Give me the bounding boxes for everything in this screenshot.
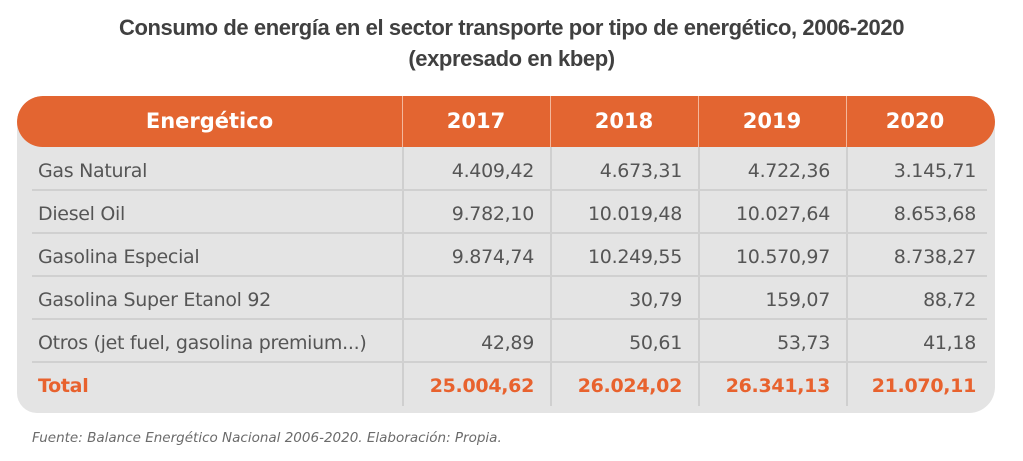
cell-2018: 4.673,31 bbox=[599, 160, 683, 182]
row-separator bbox=[32, 232, 987, 234]
cell-2019: 10.570,97 bbox=[736, 246, 830, 268]
table-row: Otros (jet fuel, gasolina premium...) 42… bbox=[17, 320, 995, 363]
cell-2017 bbox=[402, 277, 534, 320]
header-divider bbox=[698, 96, 699, 147]
header-divider bbox=[402, 96, 403, 147]
cell-2020: 41,18 bbox=[923, 332, 976, 354]
total-label: Total bbox=[38, 375, 89, 397]
cell-2018: 50,61 bbox=[629, 332, 682, 354]
table-row: Gas Natural 4.409,42 4.673,31 4.722,36 3… bbox=[17, 148, 995, 191]
cell-2019: 4.722,36 bbox=[747, 160, 831, 182]
cell-2019: 10.027,64 bbox=[736, 203, 830, 225]
cell-2018: 10.019,48 bbox=[588, 203, 682, 225]
row-separator bbox=[32, 275, 987, 277]
header-2019: 2019 bbox=[742, 109, 802, 133]
row-label: Gasolina Super Etanol 92 bbox=[38, 289, 271, 311]
total-2019: 26.341,13 bbox=[725, 375, 831, 397]
table-row: Gasolina Especial 9.874,74 10.249,55 10.… bbox=[17, 234, 995, 277]
row-separator bbox=[32, 361, 987, 363]
header-divider bbox=[846, 96, 847, 147]
row-label: Otros (jet fuel, gasolina premium...) bbox=[38, 332, 367, 354]
total-2020: 21.070,11 bbox=[871, 375, 977, 397]
header-2020: 2020 bbox=[885, 109, 945, 133]
header-2018: 2018 bbox=[594, 109, 654, 133]
table-row: Diesel Oil 9.782,10 10.019,48 10.027,64 … bbox=[17, 191, 995, 234]
cell-2017: 9.874,74 bbox=[451, 246, 535, 268]
energy-table: Energético 2017 2018 2019 2020 Gas Natur… bbox=[17, 96, 995, 413]
cell-2019: 53,73 bbox=[777, 332, 830, 354]
cell-2018: 30,79 bbox=[629, 289, 682, 311]
cell-2017: 9.782,10 bbox=[451, 203, 535, 225]
source-note: Fuente: Balance Energético Nacional 2006… bbox=[32, 430, 502, 446]
cell-2017: 4.409,42 bbox=[451, 160, 535, 182]
table-title: Consumo de energía en el sector transpor… bbox=[118, 15, 905, 40]
row-label: Gasolina Especial bbox=[38, 246, 200, 268]
cell-2020: 3.145,71 bbox=[893, 160, 977, 182]
cell-2018: 10.249,55 bbox=[588, 246, 682, 268]
header-energetico: Energético bbox=[145, 109, 274, 133]
total-2018: 26.024,02 bbox=[577, 375, 683, 397]
header-2017: 2017 bbox=[446, 109, 506, 133]
total-2017: 25.004,62 bbox=[429, 375, 535, 397]
row-separator bbox=[32, 318, 987, 320]
row-separator bbox=[32, 189, 987, 191]
cell-2020: 8.738,27 bbox=[893, 246, 977, 268]
cell-2020: 8.653,68 bbox=[893, 203, 977, 225]
table-subtitle: (expresado en kbep) bbox=[408, 46, 615, 71]
total-row: Total 25.004,62 26.024,02 26.341,13 21.0… bbox=[17, 363, 995, 406]
table-row: Gasolina Super Etanol 92 30,79 159,07 88… bbox=[17, 277, 995, 320]
cell-2017: 42,89 bbox=[481, 332, 534, 354]
cell-2019: 159,07 bbox=[765, 289, 830, 311]
cell-2020: 88,72 bbox=[923, 289, 976, 311]
header-divider bbox=[550, 96, 551, 147]
table-header-row: Energético 2017 2018 2019 2020 bbox=[17, 96, 995, 147]
row-label: Gas Natural bbox=[38, 160, 148, 182]
row-label: Diesel Oil bbox=[38, 203, 126, 225]
